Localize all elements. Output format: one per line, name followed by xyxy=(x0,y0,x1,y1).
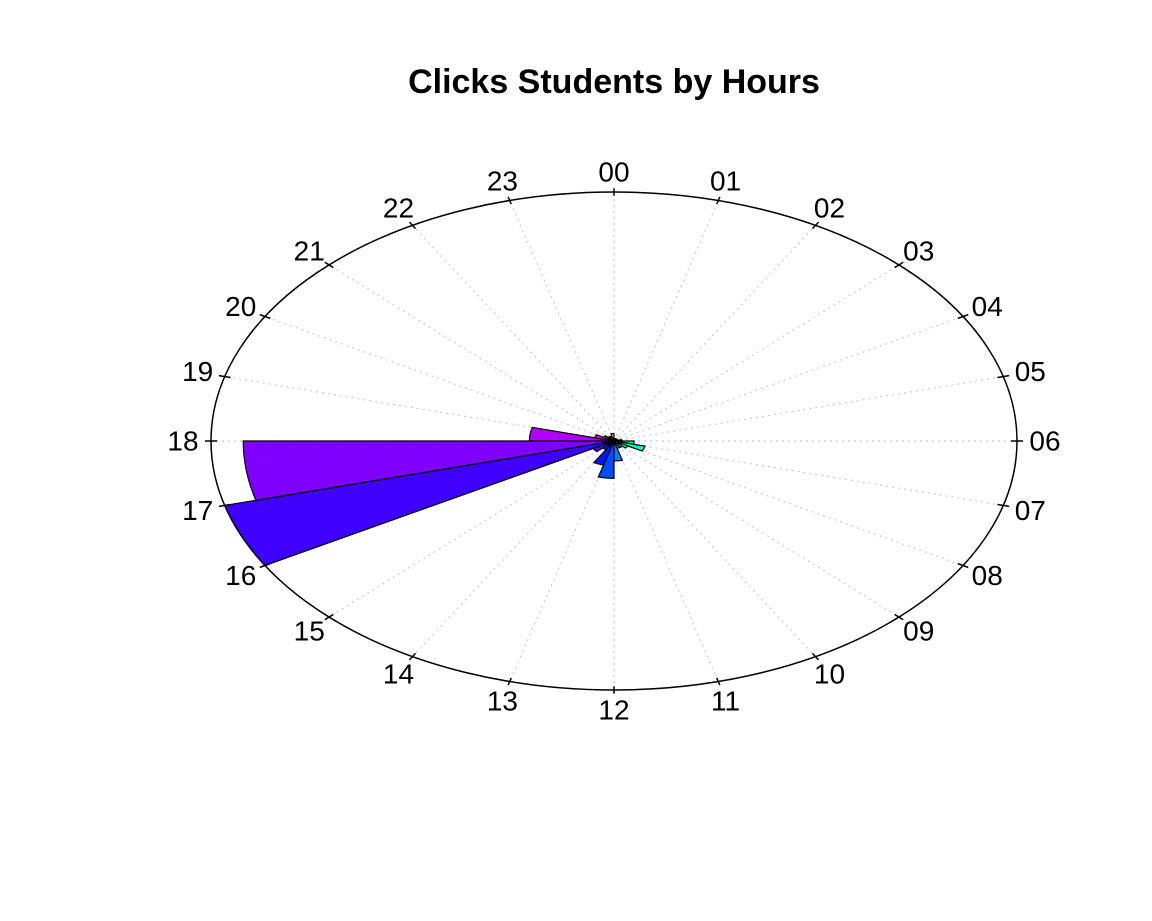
tick-mark xyxy=(408,221,417,230)
grid-line xyxy=(412,224,615,442)
chart-title: Clicks Students by Hours xyxy=(408,63,820,101)
hour-labels: 00 01 02 03 04 05 06 07 08 09 10 11 12 13 14 15 16 17 18 19… xyxy=(167,157,1060,726)
grid-line xyxy=(264,315,615,442)
tick-mark xyxy=(324,261,334,269)
tick-mark xyxy=(259,562,271,569)
tick-mark xyxy=(894,613,904,621)
grid-line xyxy=(509,440,615,682)
tick-mark xyxy=(507,196,512,205)
tick-mark xyxy=(218,503,231,508)
tick-label: 19 xyxy=(182,356,213,387)
grid-line xyxy=(613,264,900,442)
tick-mark xyxy=(218,374,231,379)
tick-label: 12 xyxy=(598,695,629,726)
tick-label: 00 xyxy=(598,157,629,188)
tick-mark xyxy=(997,503,1010,508)
grid-line xyxy=(613,440,900,618)
tick-mark xyxy=(957,313,969,320)
tick-label: 02 xyxy=(814,193,845,224)
grid-line xyxy=(613,440,719,682)
tick-mark xyxy=(997,374,1010,379)
tick-label: 22 xyxy=(383,193,414,224)
tick-label: 18 xyxy=(167,426,198,457)
grid-line xyxy=(328,264,615,442)
tick-mark xyxy=(894,261,904,269)
tick-label: 07 xyxy=(1015,495,1046,526)
tick-label: 15 xyxy=(294,616,325,647)
tick-label: 16 xyxy=(225,560,256,591)
tick-mark xyxy=(507,677,512,686)
tick-label: 14 xyxy=(383,658,414,689)
grid-line xyxy=(613,224,816,442)
bar-sector-18 xyxy=(242,440,615,501)
tick-label: 10 xyxy=(814,658,845,689)
tick-label: 21 xyxy=(294,235,325,266)
bar-sector-23 xyxy=(608,435,615,442)
tick-label: 09 xyxy=(903,616,934,647)
grid-line xyxy=(412,440,615,658)
grid-line xyxy=(509,200,615,442)
grid-line xyxy=(328,440,615,618)
grid-line xyxy=(613,375,1004,442)
grid-line xyxy=(613,440,964,567)
tick-mark xyxy=(716,196,721,205)
tick-label: 06 xyxy=(1029,426,1060,457)
tick-mark xyxy=(957,562,969,569)
tick-label: 20 xyxy=(225,291,256,322)
hour-ticks xyxy=(204,188,1024,694)
tick-label: 01 xyxy=(710,166,741,197)
tick-mark xyxy=(324,613,334,621)
tick-label: 05 xyxy=(1015,356,1046,387)
bar-sectors xyxy=(223,426,646,567)
tick-label: 04 xyxy=(972,291,1003,322)
tick-label: 03 xyxy=(903,235,934,266)
tick-mark xyxy=(259,313,271,320)
tick-label: 17 xyxy=(182,495,213,526)
tick-label: 13 xyxy=(487,685,518,716)
grid-line xyxy=(613,440,1004,507)
tick-label: 11 xyxy=(711,685,740,716)
bar-sector-19 xyxy=(528,426,615,442)
tick-mark xyxy=(716,677,721,686)
tick-mark xyxy=(811,221,820,230)
tick-mark xyxy=(811,652,820,661)
tick-mark xyxy=(408,652,417,661)
grid-line xyxy=(613,200,719,442)
grid-line xyxy=(613,440,816,658)
grid-line xyxy=(613,315,964,442)
tick-label: 23 xyxy=(487,166,518,197)
tick-label: 08 xyxy=(972,560,1003,591)
